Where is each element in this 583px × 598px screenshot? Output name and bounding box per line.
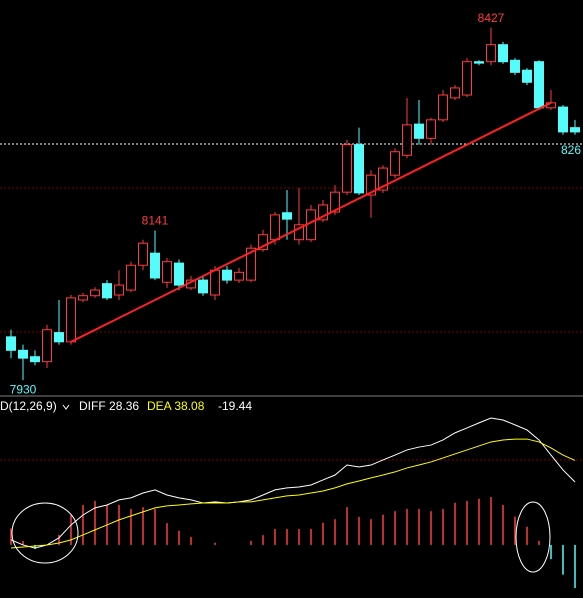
diff-value: 28.36 [109, 399, 139, 413]
dropdown-arrow [62, 404, 70, 410]
candle-body [402, 124, 412, 156]
diff-label: DIFF 28.36 [79, 399, 139, 413]
diff-name: DIFF [79, 399, 106, 413]
dea-value: 38.08 [174, 399, 204, 413]
candle-body [246, 247, 256, 281]
annotation-circle [11, 502, 79, 564]
dea-label: DEA 38.08 [147, 399, 205, 413]
candle-body [234, 271, 244, 281]
candle-body [90, 289, 100, 297]
candle-body [354, 144, 364, 194]
candle-body [522, 69, 532, 83]
macd-name: D(12,26,9) [0, 399, 57, 413]
candle-body [18, 349, 28, 359]
candle-body [114, 284, 124, 296]
last-label: 826 [561, 143, 581, 157]
macd-line [10, 438, 576, 549]
dea-name: DEA [147, 399, 172, 413]
candle-body [6, 336, 16, 351]
candle-body [378, 167, 388, 191]
candle-body [282, 212, 292, 220]
candle-body [342, 144, 352, 193]
candle-body [126, 264, 136, 291]
candle-body [66, 297, 76, 343]
candle-body [210, 269, 220, 296]
candle-body [498, 44, 508, 63]
candle-body [510, 59, 520, 73]
candle-body [390, 151, 400, 176]
candle-body [570, 127, 580, 133]
candle-body [138, 242, 148, 266]
candle-body [366, 174, 376, 196]
candle-body [174, 262, 184, 286]
macd-panel [10, 417, 576, 589]
candle-body [558, 106, 568, 133]
candle-body [474, 61, 484, 64]
candle-body [330, 191, 340, 213]
candle-body [294, 224, 304, 241]
price-panel: 8427 8141 7930 826 [6, 11, 581, 396]
high-label: 8427 [478, 11, 505, 25]
annotation-circle [515, 501, 551, 573]
candle-body [450, 87, 460, 99]
candle-body [78, 295, 88, 301]
candle-body [54, 332, 64, 343]
trendline [70, 101, 552, 343]
candle-body [42, 329, 52, 363]
candle-body [486, 44, 496, 63]
candle-body [270, 214, 280, 241]
candle-body [414, 123, 424, 139]
candle-body [30, 356, 40, 363]
candle-body [150, 252, 160, 279]
candle-body [162, 261, 172, 283]
high-label: 8141 [142, 214, 169, 228]
candle-body [198, 279, 208, 294]
candle-body [102, 283, 112, 299]
macd-value: -19.44 [218, 399, 252, 413]
candle-body [438, 94, 448, 121]
candle-body [222, 269, 232, 281]
candle-body [258, 234, 268, 251]
candle-body [462, 61, 472, 96]
low-label: 7930 [10, 382, 37, 396]
candle-body [426, 119, 436, 139]
candle-body [534, 61, 544, 109]
macd-line [10, 417, 576, 549]
candle-body [318, 204, 328, 221]
